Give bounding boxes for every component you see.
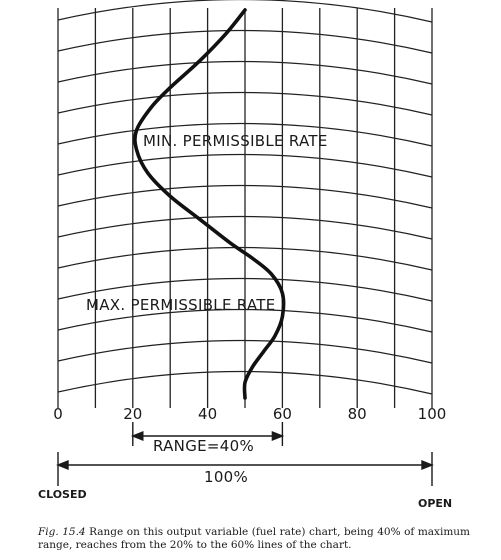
- fuel-rate-curve-layer: [133, 8, 286, 400]
- range-label: RANGE=40%: [153, 437, 254, 455]
- x-axis-tick-labels: 0 20 40 60 80 100: [53, 405, 446, 423]
- x-tick-60: 60: [273, 405, 292, 423]
- grid-arc-4: [57, 122, 433, 147]
- grid-arc-0: [57, 0, 433, 23]
- grid-arc-9: [57, 277, 433, 302]
- x-tick-100: 100: [418, 405, 447, 423]
- min-permissible-rate-label: MIN. PERMISSIBLE RATE: [143, 132, 328, 150]
- max-permissible-rate-label: MAX. PERMISSIBLE RATE: [86, 296, 276, 314]
- open-label: OPEN: [418, 497, 452, 510]
- grid-arc-1: [57, 29, 433, 54]
- grid-arc-8: [57, 246, 433, 271]
- figure-caption: Fig. 15.4 Range on this output variable …: [38, 526, 470, 552]
- range-bracket: [130, 422, 285, 446]
- grid-arc-11: [57, 339, 433, 364]
- vertical-grid-lines: [57, 8, 433, 408]
- grid-arc-2: [57, 60, 433, 85]
- horizontal-grid-arcs: [57, 0, 433, 395]
- x-tick-20: 20: [123, 405, 142, 423]
- caption-text: Range on this output variable (fuel rate…: [38, 526, 470, 551]
- x-tick-40: 40: [198, 405, 217, 423]
- figure-number: Fig. 15.4: [38, 526, 86, 538]
- full-range-label: 100%: [204, 468, 248, 486]
- grid-arc-12: [57, 370, 433, 395]
- fuel-rate-curve: [133, 8, 286, 400]
- grid-arc-3: [57, 91, 433, 116]
- x-tick-80: 80: [348, 405, 367, 423]
- grid-arc-7: [57, 215, 433, 240]
- grid-arc-6: [57, 184, 433, 209]
- closed-label: CLOSED: [38, 488, 87, 501]
- grid-arc-5: [57, 153, 433, 178]
- grid-arc-10: [57, 308, 433, 333]
- chart-svg: 0 20 40 60 80 100 MIN. PERMISSIBLE RATE MAX. …: [38, 0, 452, 510]
- full-range-bracket: [56, 452, 434, 486]
- x-tick-0: 0: [53, 405, 63, 423]
